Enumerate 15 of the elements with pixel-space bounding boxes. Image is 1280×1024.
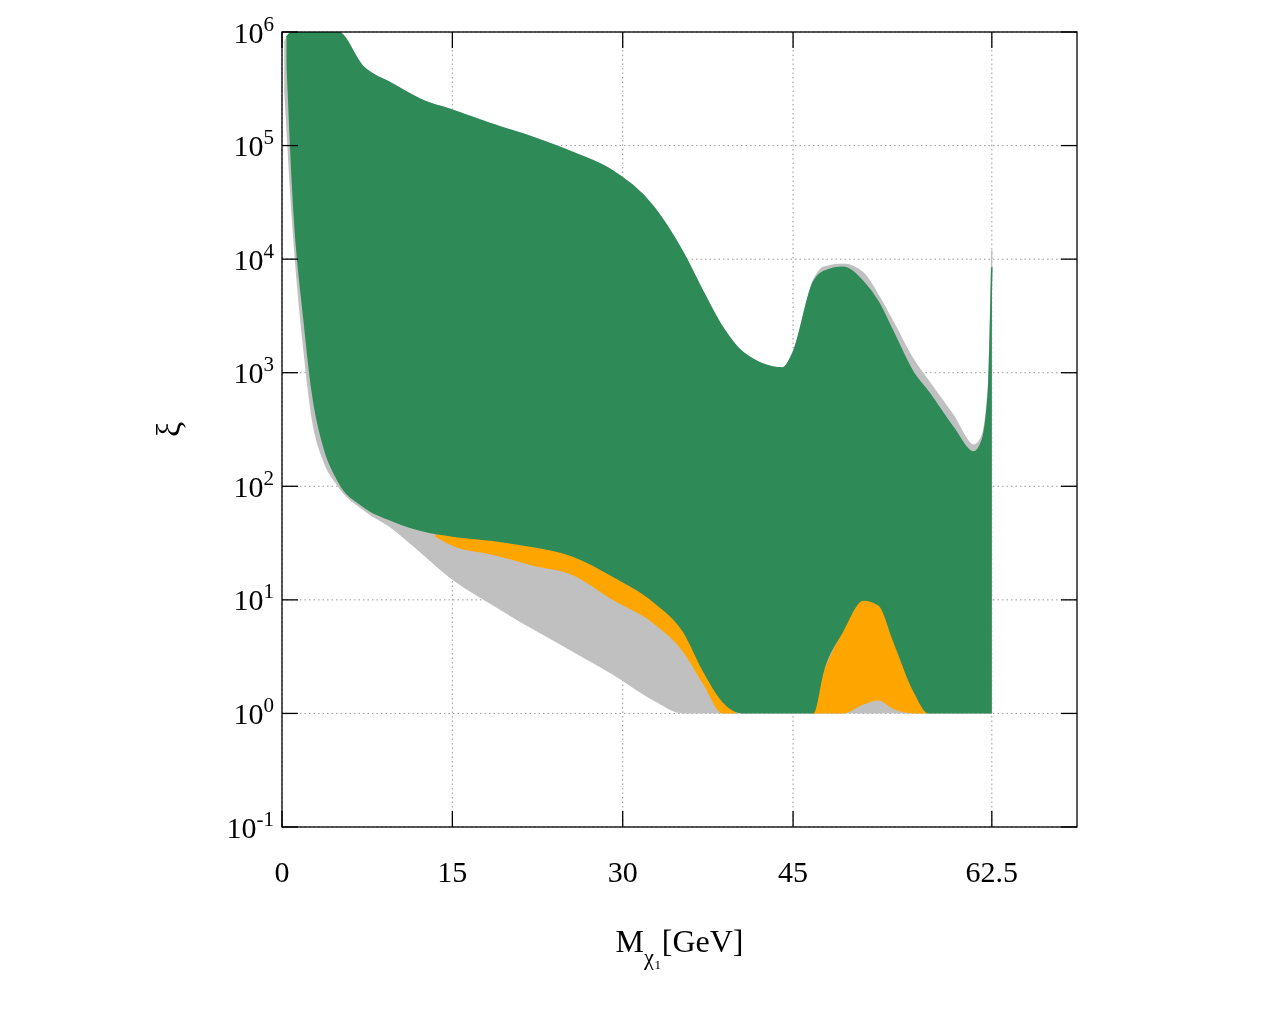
x-tick-label: 15 <box>437 855 468 888</box>
y-tick-label: 10$^{6}$ <box>233 11 274 49</box>
x-tick-label: 62.5 <box>965 855 1019 888</box>
y-tick-label: 10$^{3}$ <box>233 352 274 390</box>
x-axis-title: M$_{χ₁}$[GeV] <box>615 923 744 970</box>
y-tick-label: 10$^{1}$ <box>233 579 274 617</box>
y-tick-label: 10$^{2}$ <box>233 465 274 503</box>
y-tick-label: 10$^{4}$ <box>233 238 275 276</box>
y-tick-label: 10$^{5}$ <box>233 125 274 163</box>
y-tick-label: 10$^{-1}$ <box>226 806 274 844</box>
x-tick-label: 30 <box>607 855 638 888</box>
x-tick-label: 0 <box>274 855 290 888</box>
y-axis-title: ξ <box>150 421 187 438</box>
y-tick-label: 10$^{0}$ <box>233 692 274 730</box>
x-tick-label: 45 <box>778 855 809 888</box>
